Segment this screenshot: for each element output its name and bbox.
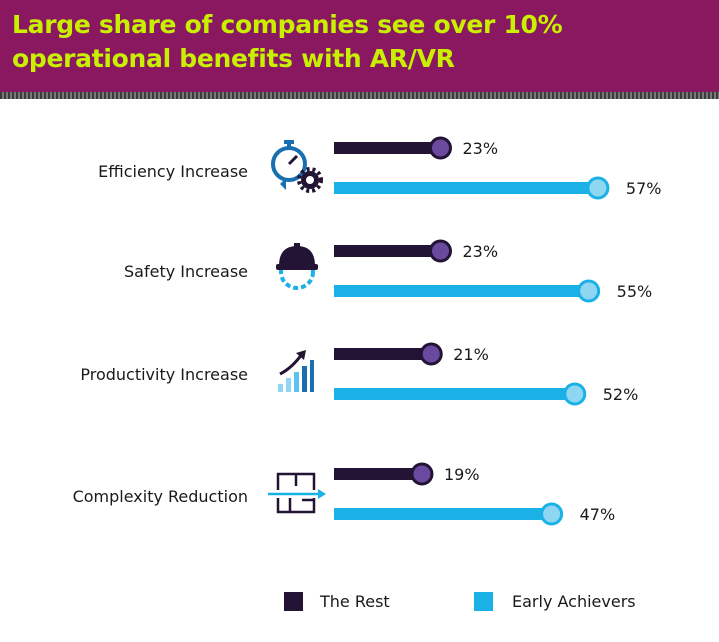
bar-end-marker (428, 239, 452, 263)
chart-title: Large share of companies see over 10% op… (12, 10, 563, 73)
bar-end-marker (563, 382, 587, 406)
growth-chart-icon (278, 350, 314, 392)
bar (334, 245, 441, 257)
data-label: 52% (603, 385, 639, 404)
stopwatch-gear-icon (271, 140, 323, 193)
bar (334, 285, 589, 297)
category-label: Complexity Reduction (73, 487, 248, 506)
header-divider (0, 92, 719, 99)
legend-swatch (474, 592, 493, 611)
bar (334, 508, 552, 520)
data-label: 23% (462, 139, 498, 158)
bar-end-marker (428, 136, 452, 160)
legend-label: The Rest (319, 592, 390, 611)
data-label: 23% (462, 242, 498, 261)
bar-end-marker (577, 279, 601, 303)
bar-end-marker (419, 342, 443, 366)
data-label: 47% (580, 505, 616, 524)
bar (334, 388, 575, 400)
bar-end-marker (586, 176, 610, 200)
data-label: 57% (626, 179, 662, 198)
category-label: Safety Increase (124, 262, 248, 281)
bar (334, 348, 432, 360)
category-label: Productivity Increase (80, 365, 248, 384)
plot-area: Efficiency Increase 23% 57% Safety Increase… (73, 136, 662, 526)
legend-label: Early Achievers (512, 592, 636, 611)
hardhat-gear-icon (276, 243, 318, 290)
data-label: 19% (444, 465, 480, 484)
bar (334, 468, 422, 480)
header-banner: Large share of companies see over 10% op… (0, 0, 719, 92)
bar-end-marker (540, 502, 564, 526)
data-label: 55% (617, 282, 653, 301)
legend: The Rest Early Achievers (284, 592, 636, 611)
data-label: 21% (453, 345, 489, 364)
legend-swatch (284, 592, 303, 611)
bar (334, 182, 598, 194)
category-label: Efficiency Increase (98, 162, 248, 181)
bar-end-marker (410, 462, 434, 486)
bar (334, 142, 441, 154)
process-flow-icon (268, 472, 326, 514)
